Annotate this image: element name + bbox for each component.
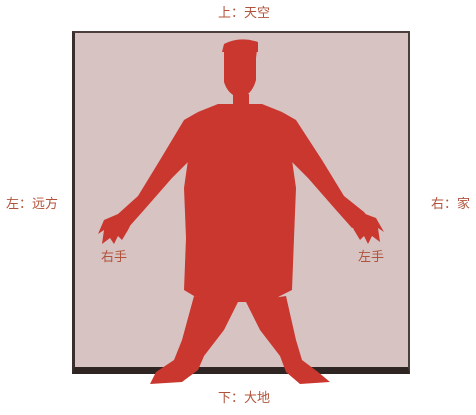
label-top-sky: 上：天空 [218, 6, 271, 21]
figure-hand-right [350, 212, 384, 244]
figure-hand-left [98, 214, 132, 244]
figure-arm-left [110, 112, 198, 228]
figure-leg-right [246, 296, 330, 384]
figure-torso [184, 104, 296, 302]
label-bottom-earth: 下：大地 [218, 391, 271, 406]
figure-head [224, 42, 258, 98]
figure-arm-right [282, 112, 372, 228]
label-right-hand: 右手 [101, 250, 128, 265]
figure-leg-left [150, 296, 238, 384]
label-right-home: 右：家 [431, 197, 471, 212]
label-left-distance: 左：远方 [6, 197, 59, 212]
figure-cap [222, 39, 258, 52]
label-left-hand: 左手 [358, 250, 385, 265]
